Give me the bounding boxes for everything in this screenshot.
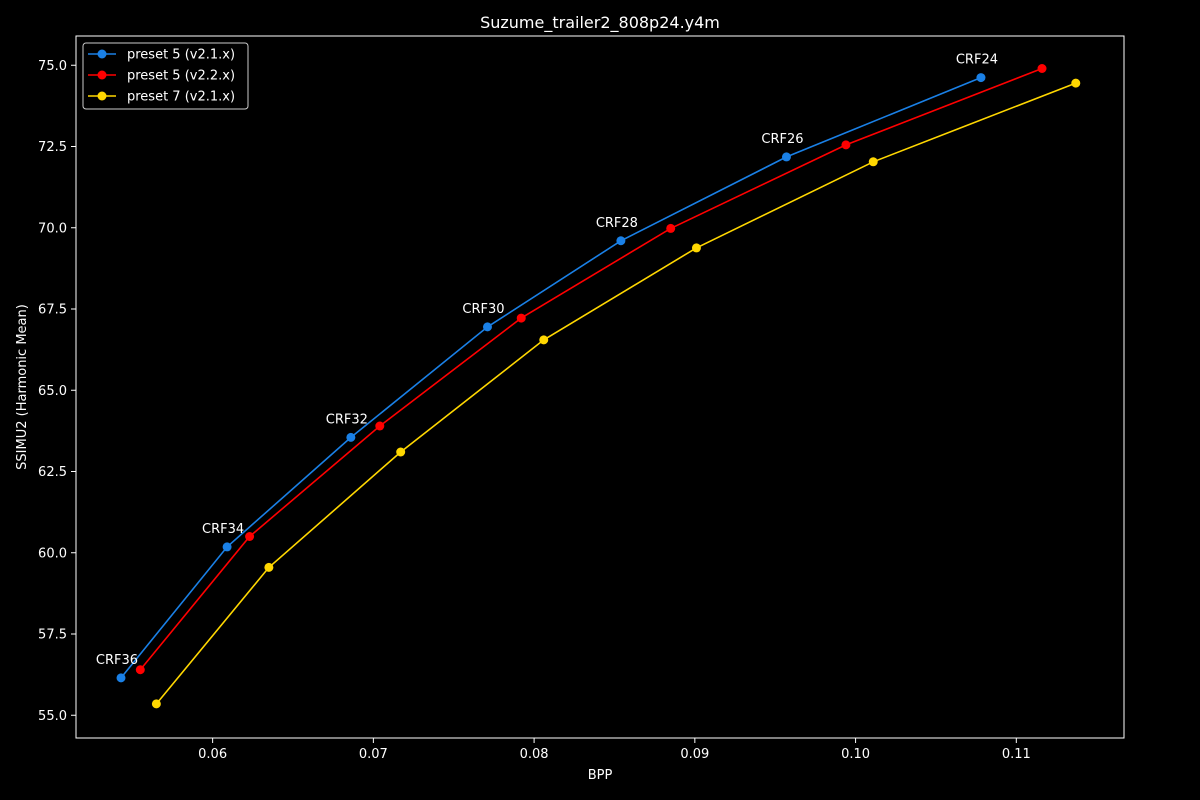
data-point (264, 562, 274, 572)
legend-label: preset 7 (v2.1.x) (127, 90, 235, 105)
legend-marker (97, 91, 107, 101)
data-point (616, 236, 626, 246)
data-point (151, 699, 161, 709)
chart-title: Suzume_trailer2_808p24.y4m (480, 13, 720, 33)
y-tick-label: 65.0 (38, 384, 67, 399)
data-point (868, 157, 878, 167)
data-point (346, 432, 356, 442)
legend-label: preset 5 (v2.2.x) (127, 69, 235, 84)
y-tick-label: 70.0 (38, 221, 67, 236)
x-tick-label: 0.10 (841, 747, 870, 762)
data-point (976, 73, 986, 83)
legend: preset 5 (v2.1.x) preset 5 (v2.2.x) preset… (82, 42, 249, 110)
annotations-layer: CRF36 CRF34 CRF32 CRF30 CRF28 CRF26 CRF24 (96, 53, 998, 668)
x-tick-label: 0.08 (520, 747, 549, 762)
y-tick-label: 62.5 (38, 465, 67, 480)
y-tick-label: 67.5 (38, 303, 67, 318)
y-tick-label: 55.0 (38, 709, 67, 724)
data-point (666, 223, 676, 233)
data-point (222, 542, 232, 552)
series-1 (116, 73, 986, 683)
axis-ticks: 0.06 0.07 0.08 0.09 0.10 0.11 55.0 57.5 60.0 62.5… (38, 59, 1031, 762)
data-point (516, 313, 526, 323)
x-tick-label: 0.06 (198, 747, 227, 762)
data-point (1037, 64, 1047, 73)
legend-item: preset 7 (v2.1.x) (88, 90, 235, 105)
series-3 (151, 78, 1081, 709)
legend-marker (97, 49, 107, 59)
x-tick-label: 0.09 (680, 747, 709, 762)
plot-area (75, 35, 1125, 739)
legend-item: preset 5 (v2.1.x) (88, 48, 235, 63)
crf-annotation: CRF36 (96, 653, 138, 668)
x-axis-label: BPP (588, 768, 613, 783)
y-tick-label: 60.0 (38, 546, 67, 561)
data-point (1071, 78, 1081, 88)
crf-annotation: CRF32 (326, 412, 368, 427)
data-point (375, 421, 385, 431)
data-point (841, 140, 851, 150)
data-point (539, 335, 549, 345)
crf-annotation: CRF26 (761, 132, 803, 147)
crf-annotation: CRF24 (956, 53, 998, 68)
series-layer (116, 64, 1081, 709)
legend-marker (97, 70, 107, 80)
x-tick-label: 0.07 (359, 747, 388, 762)
data-point (482, 322, 492, 332)
y-tick-label: 75.0 (38, 59, 67, 74)
x-tick-label: 0.11 (1002, 747, 1031, 762)
crf-annotation: CRF34 (202, 522, 244, 537)
y-tick-label: 57.5 (38, 628, 67, 643)
crf-annotation: CRF28 (596, 216, 638, 231)
legend-label: preset 5 (v2.1.x) (127, 48, 235, 63)
series-2 (135, 64, 1047, 675)
data-point (116, 673, 126, 683)
data-point (396, 447, 406, 457)
data-point (135, 665, 145, 675)
legend-item: preset 5 (v2.2.x) (88, 69, 235, 84)
data-point (781, 152, 791, 162)
data-point (691, 243, 701, 253)
legend-frame (82, 42, 249, 110)
crf-annotation: CRF30 (462, 302, 504, 317)
data-point (245, 532, 255, 541)
y-axis-label: SSIMU2 (Harmonic Mean) (15, 304, 30, 470)
y-tick-label: 72.5 (38, 140, 67, 155)
